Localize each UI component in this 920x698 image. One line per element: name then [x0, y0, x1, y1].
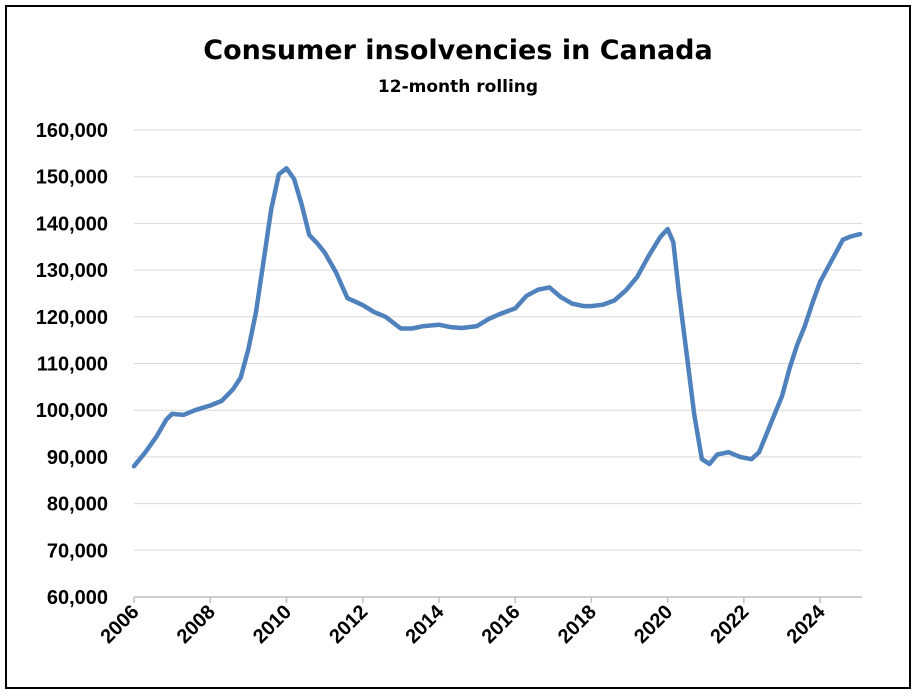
y-tick-label: 80,000	[47, 494, 108, 516]
y-tick-label: 150,000	[36, 167, 108, 189]
chart-subtitle: 12-month rolling	[378, 77, 538, 97]
series-line	[131, 166, 863, 469]
y-tick-label: 160,000	[36, 120, 108, 142]
x-tick-label: 2020	[630, 601, 677, 648]
chart-title: Consumer insolvencies in Canada	[203, 35, 712, 66]
series-group	[131, 166, 863, 469]
y-tick-label: 90,000	[47, 447, 108, 469]
x-tick-label: 2008	[173, 601, 220, 648]
x-tick-label: 2016	[478, 601, 525, 648]
y-tick-label: 130,000	[36, 260, 108, 282]
x-tick-label: 2010	[249, 601, 296, 648]
y-axis-tick-labels: 60,000 70,000 80,000 90,000 100,000 110,000 12…	[36, 120, 108, 609]
y-tick-label: 110,000	[37, 354, 108, 376]
y-tick-label: 70,000	[47, 540, 108, 562]
gridlines	[134, 129, 862, 551]
x-axis-tick-labels: 2006 2008 2010 2012 2014 2016 2018 2020 2022 2024	[97, 597, 831, 648]
x-tick-label: 2024	[783, 600, 831, 648]
x-tick-label: 2012	[325, 601, 372, 648]
y-tick-label: 60,000	[47, 587, 108, 609]
y-tick-label: 120,000	[36, 307, 108, 329]
x-tick-label: 2014	[401, 600, 449, 648]
x-tick-label: 2022	[706, 601, 753, 648]
x-tick-label: 2018	[554, 601, 601, 648]
y-tick-label: 100,000	[36, 400, 108, 422]
y-tick-label: 140,000	[36, 213, 108, 235]
chart-frame	[5, 5, 911, 689]
